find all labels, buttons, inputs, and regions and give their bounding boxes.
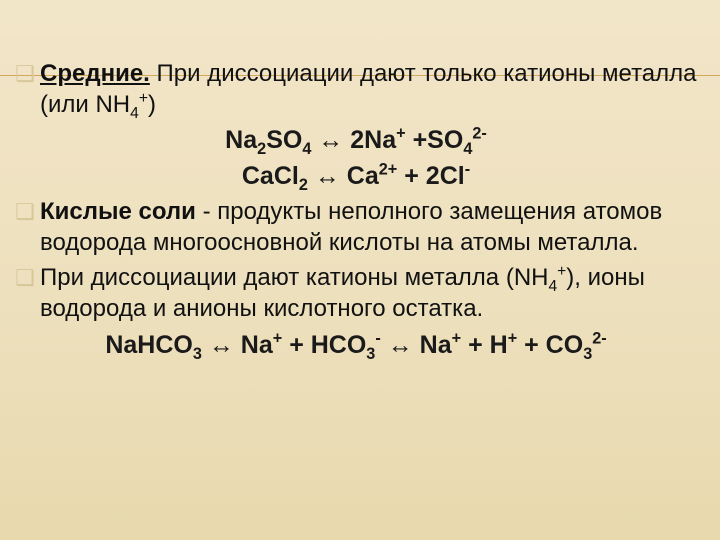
bullet-icon: ❑ xyxy=(10,196,40,227)
eq1-sup1: + xyxy=(396,125,406,143)
para1-rest2: ) xyxy=(148,91,156,118)
eq1-s3: 4 xyxy=(463,140,472,158)
eq3-s3: 3 xyxy=(583,345,592,363)
para1-text: Средние. При диссоциации дают только кат… xyxy=(40,58,702,120)
equation-1: Na2SO4 ↔ 2Na+ +SO42- xyxy=(10,124,702,158)
equation-2: CaCl2 ↔ Ca2+ + 2Cl- xyxy=(10,160,702,194)
bullet-icon: ❑ xyxy=(10,262,40,293)
eq3-s1: 3 xyxy=(193,345,202,363)
eq3-sup3: + xyxy=(452,329,462,347)
eq2-p1: CaCl xyxy=(242,162,299,190)
para1-sub4: 4 xyxy=(130,105,139,122)
eq2-p2: Ca xyxy=(347,162,379,190)
eq1-p3: 2Na xyxy=(350,126,396,154)
eq1-s2: 4 xyxy=(302,140,311,158)
slide-content: ❑ Средние. При диссоциации дают только к… xyxy=(10,58,702,361)
para3-text: При диссоциации дают катионы металла (NH… xyxy=(40,262,702,324)
eq3-arrow2: ↔ xyxy=(381,331,420,359)
equation-3: NaHCO3 ↔ Na+ + HCO3- ↔ Na+ + H+ + CO32- xyxy=(10,329,702,362)
eq3-p2: Na xyxy=(241,331,273,359)
eq3-p5: + H xyxy=(461,331,508,359)
para2-text: Кислые соли - продукты неполного замещен… xyxy=(40,196,702,258)
eq3-p4: Na xyxy=(420,331,452,359)
eq1-p1: Na xyxy=(225,126,257,154)
eq3-p6: + CO xyxy=(517,331,583,359)
eq2-s1: 2 xyxy=(299,176,308,194)
eq2-p3: + 2Cl xyxy=(397,162,464,190)
eq3-sup1: + xyxy=(273,329,283,347)
para3-sub4: 4 xyxy=(548,278,557,295)
eq3-arrow1: ↔ xyxy=(202,331,241,359)
eq1-sup2: 2- xyxy=(472,125,486,143)
bullet-item-2: ❑ Кислые соли - продукты неполного замещ… xyxy=(10,196,702,258)
eq3-p3: + HCO xyxy=(282,331,366,359)
para3-t1: При диссоциации дают катионы металла (NH xyxy=(40,264,548,291)
para3-supplus: + xyxy=(557,263,566,280)
para2-lead: Кислые соли xyxy=(40,198,196,225)
eq3-s2: 3 xyxy=(366,345,375,363)
bullet-item-3: ❑ При диссоциации дают катионы металла (… xyxy=(10,262,702,324)
bullet-icon: ❑ xyxy=(10,58,40,89)
eq1-p2: SO xyxy=(266,126,302,154)
eq2-arrow: ↔ xyxy=(308,162,347,190)
eq1-arrow: ↔ xyxy=(311,126,350,154)
eq2-sup1: 2+ xyxy=(379,161,398,179)
eq3-sup4: + xyxy=(508,329,518,347)
bullet-item-1: ❑ Средние. При диссоциации дают только к… xyxy=(10,58,702,120)
eq3-sup5: 2- xyxy=(592,329,606,347)
eq1-s1: 2 xyxy=(257,140,266,158)
para1-supplus: + xyxy=(139,90,148,107)
eq3-p1: NaHCO xyxy=(105,331,193,359)
para1-lead: Средние. xyxy=(40,60,150,87)
eq2-sup2: - xyxy=(465,161,470,179)
eq1-p4: +SO xyxy=(406,126,464,154)
